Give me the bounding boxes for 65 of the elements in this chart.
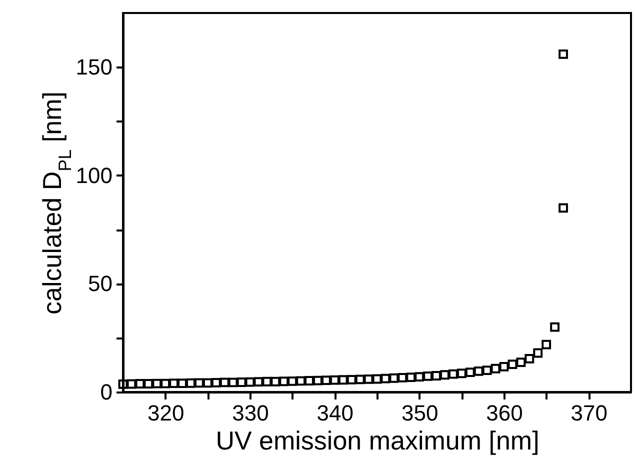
point (364, 374, 374, 384)
x-tick-label: 340 (316, 400, 354, 426)
point (533, 348, 543, 358)
point (296, 376, 306, 386)
point (262, 376, 272, 386)
point (558, 49, 568, 59)
point (169, 378, 179, 388)
point (135, 379, 145, 388)
point (406, 372, 416, 382)
x-tick-label: 360 (486, 400, 523, 426)
point (432, 371, 441, 380)
y-tick-label: 50 (88, 271, 112, 296)
point (313, 376, 322, 386)
point (398, 373, 408, 382)
point (550, 322, 560, 332)
point (202, 378, 212, 388)
point (456, 368, 466, 378)
point (482, 366, 492, 376)
point (186, 378, 196, 388)
point (288, 376, 298, 386)
point (178, 378, 187, 388)
point (279, 376, 289, 386)
point (228, 378, 238, 388)
x-tick-label: 320 (147, 400, 184, 426)
point (254, 377, 264, 387)
x-tick-label: 370 (570, 400, 608, 426)
point (236, 378, 246, 387)
point (389, 373, 399, 383)
point (304, 376, 314, 386)
point (245, 377, 255, 387)
point (440, 370, 450, 380)
y-tick-label: 150 (76, 54, 112, 80)
point (270, 376, 280, 386)
point (346, 374, 356, 384)
point (542, 340, 552, 350)
point (414, 372, 424, 382)
y-tick-label: 0 (100, 380, 112, 404)
point (524, 354, 534, 364)
point (220, 378, 230, 388)
point (474, 366, 484, 376)
point (160, 378, 170, 388)
y-tick-label: 100 (76, 162, 112, 188)
point (516, 358, 526, 368)
point (499, 362, 509, 372)
point (508, 360, 518, 369)
point (144, 379, 154, 388)
point (423, 371, 433, 381)
point (330, 375, 340, 385)
x-tick-label: 330 (232, 400, 269, 426)
point (465, 368, 475, 377)
point (372, 374, 382, 384)
point (338, 375, 348, 385)
point (380, 374, 390, 384)
point (194, 378, 204, 388)
point (118, 379, 128, 389)
x-axis-title: UV emission maximum [nm] (216, 426, 540, 456)
point (321, 376, 331, 386)
point (355, 374, 365, 384)
x-tick-label: 350 (401, 400, 438, 426)
point (558, 203, 568, 213)
point (448, 369, 458, 379)
point (152, 378, 162, 388)
point (211, 378, 221, 388)
point (490, 364, 500, 374)
point (126, 379, 136, 389)
